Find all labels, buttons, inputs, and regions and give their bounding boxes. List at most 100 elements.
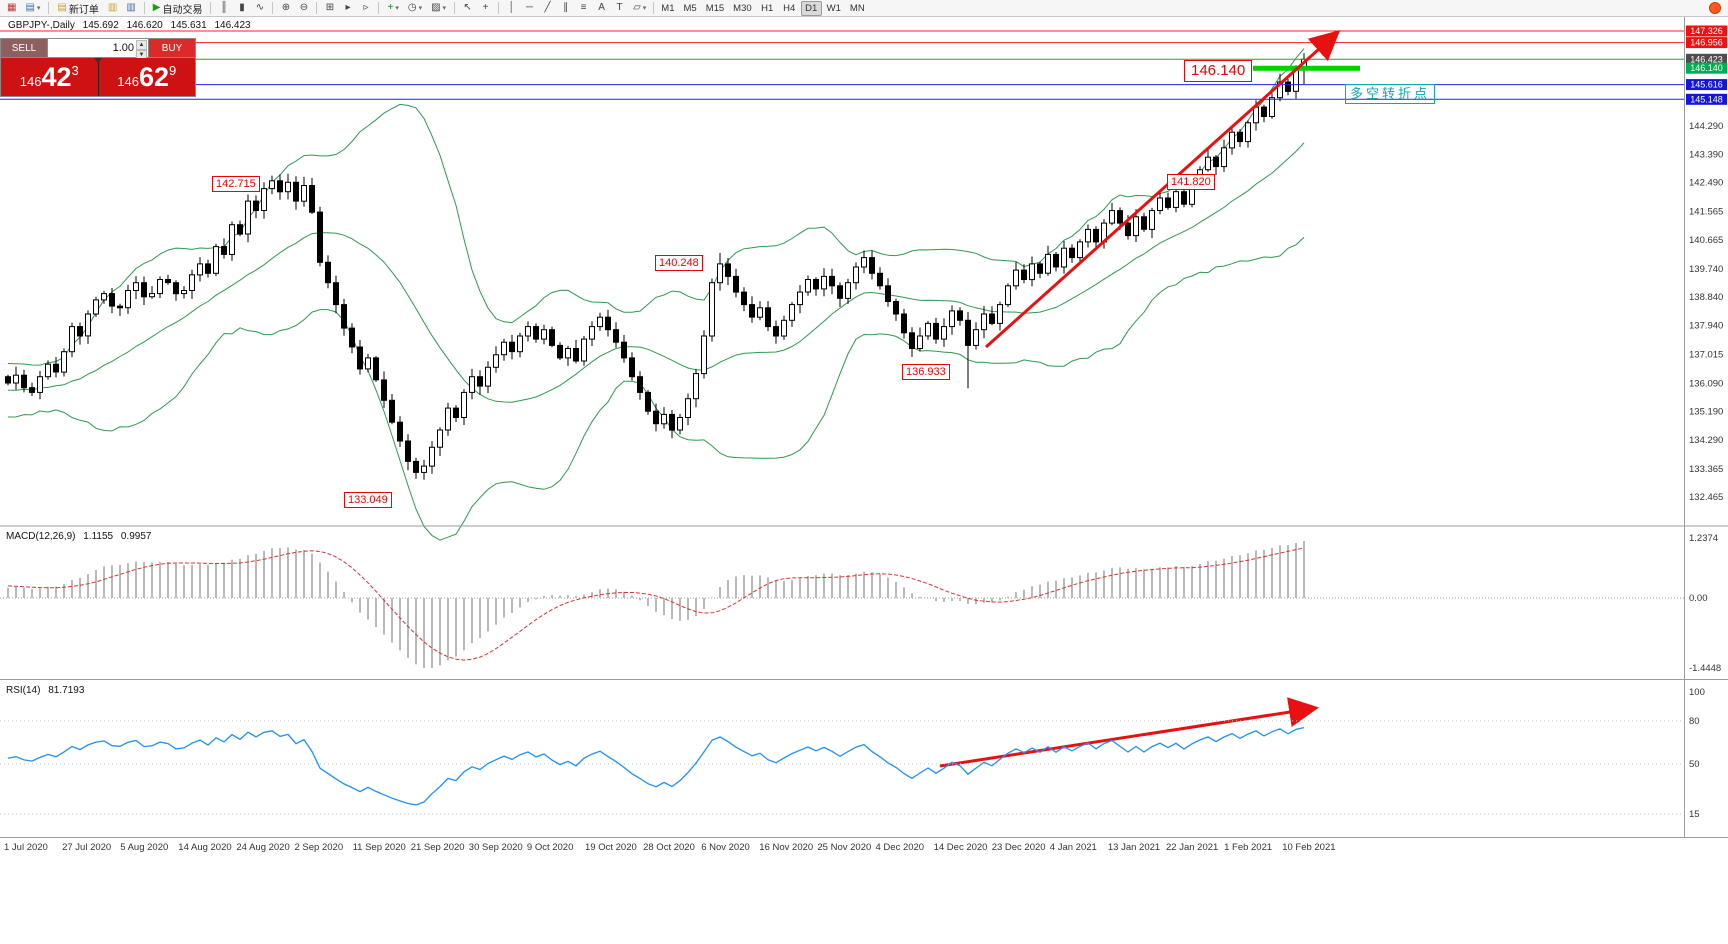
fibonacci-icon[interactable]: ≡ [575, 1, 592, 16]
text-icon: A [598, 2, 605, 13]
price-note-140248: 140.248 [655, 255, 703, 271]
periods-icon[interactable]: ◷ ▾ [404, 1, 426, 16]
caret-down-icon: ▾ [395, 5, 399, 12]
label-icon: T [616, 2, 623, 13]
candlestick-series [5, 53, 1307, 480]
data-window-icon[interactable]: ▥ [122, 1, 139, 16]
fibonacci-icon: ≡ [580, 2, 587, 13]
trendline-icon[interactable]: ╱ [539, 1, 556, 16]
price-note-142715: 142.715 [212, 176, 260, 192]
panel-borders [0, 17, 1728, 838]
main-toolbar: ▦ ▤ ▾ ▤ 新订单 ▥ ▥ ▶ 自动交易 ║ ▮ ∿ ⊕ ⊖ ⊞ ▸ ▹ + ▾ ◷ ▾ ▨ ▾ ↖ + │ ─ ╱ ∥ ≡ A T ▱ ▾ … [0, 0, 1728, 17]
indicators-icon[interactable]: + ▾ [383, 1, 402, 16]
volume-up-button[interactable]: ▲ [136, 40, 147, 50]
horizontal-line-objects [0, 30, 1684, 100]
volume-input[interactable]: 1.00 ▲ ▼ [47, 39, 149, 60]
macd-panel [0, 541, 1684, 668]
macd-value: 1.1155 [83, 531, 114, 542]
sell-button[interactable]: SELL [1, 39, 47, 57]
timeframe-w1-button[interactable]: W1 [826, 2, 841, 14]
candlestick-icon[interactable]: ▮ [233, 1, 250, 16]
sell-price-tile[interactable]: 146 42 3 [1, 58, 98, 96]
timeframe-m5-button[interactable]: M5 [683, 2, 697, 14]
zoom-in-icon[interactable]: ⊕ [277, 1, 294, 16]
profiles-icon[interactable]: ▤ ▾ [21, 1, 44, 16]
crosshair-icon: + [482, 2, 489, 13]
svg-text:145.148: 145.148 [1690, 94, 1723, 104]
svg-text:100: 100 [1689, 687, 1705, 698]
timeframe-m15-button[interactable]: M15 [705, 2, 725, 14]
tile-windows-icon: ⊞ [325, 2, 335, 13]
svg-text:145.616: 145.616 [1690, 80, 1723, 90]
timeframe-mn-button[interactable]: MN [849, 2, 865, 14]
svg-text:50: 50 [1689, 759, 1700, 770]
zoom-out-icon[interactable]: ⊖ [295, 1, 312, 16]
timeframe-d1-button[interactable]: D1 [800, 0, 822, 16]
new-order-button[interactable]: ▤ 新订单 [53, 1, 102, 16]
tile-windows-icon[interactable]: ⊞ [321, 1, 338, 16]
svg-text:6 Nov 2020: 6 Nov 2020 [701, 842, 750, 853]
label-icon[interactable]: T [611, 1, 628, 16]
timeframe-m1-button[interactable]: M1 [661, 2, 675, 14]
crosshair-icon[interactable]: + [477, 1, 494, 16]
autotrade-button[interactable]: ▶ 自动交易 [149, 1, 207, 16]
timeframe-m30-button[interactable]: M30 [733, 2, 752, 14]
auto-scroll-icon[interactable]: ▸ [339, 1, 356, 16]
price-note-136933: 136.933 [902, 364, 950, 380]
text-icon[interactable]: A [593, 1, 610, 16]
svg-text:134.290: 134.290 [1689, 435, 1723, 446]
channel-icon: ∥ [563, 2, 569, 13]
market-watch-icon[interactable]: ▥ [104, 1, 121, 16]
symbol-period-label: GBPJPY-,Daily [8, 20, 75, 31]
svg-text:139.740: 139.740 [1689, 264, 1723, 275]
horizontal-line-icon[interactable]: ─ [521, 1, 538, 16]
templates-icon[interactable]: ▨ ▾ [427, 1, 450, 16]
shapes-icon[interactable]: ▱ ▾ [629, 1, 650, 16]
timeframe-h4-button[interactable]: H4 [783, 2, 796, 14]
new-chart-icon[interactable]: ▦ [3, 1, 20, 16]
caret-down-icon: ▾ [442, 5, 447, 12]
new-order-button-label: 新订单 [68, 4, 99, 16]
volume-value[interactable]: 1.00 [112, 42, 134, 54]
line-chart-icon[interactable]: ∿ [251, 1, 268, 16]
channel-icon[interactable]: ∥ [557, 1, 574, 16]
svg-text:146.140: 146.140 [1690, 63, 1723, 73]
spread-notch-icon [94, 58, 102, 63]
toolbar-separator [653, 2, 655, 14]
shapes-icon: ▱ [633, 2, 641, 13]
buy-button[interactable]: BUY [149, 39, 195, 57]
svg-text:143.390: 143.390 [1689, 149, 1723, 160]
cursor-icon[interactable]: ↖ [459, 1, 476, 16]
buy-price-tile[interactable]: 146 62 9 [98, 58, 195, 96]
one-click-trading-panel: SELL 1.00 ▲ ▼ BUY 146 42 3 146 62 9 [0, 38, 196, 97]
svg-text:80: 80 [1689, 716, 1700, 727]
timeframe-h1-button[interactable]: H1 [761, 2, 774, 14]
svg-text:24 Aug 2020: 24 Aug 2020 [236, 842, 289, 853]
indicators-icon: + [387, 2, 394, 13]
zoom-out-icon: ⊖ [299, 2, 309, 13]
bar-chart-icon: ║ [220, 2, 228, 13]
cursor-icon: ↖ [463, 2, 472, 13]
toolbar-icon-group: ▦ ▤ ▾ ▤ 新订单 ▥ ▥ ▶ 自动交易 ║ ▮ ∿ ⊕ ⊖ ⊞ ▸ ▹ + ▾ ◷ ▾ ▨ ▾ ↖ + │ ─ ╱ ∥ ≡ A T ▱ ▾ [3, 0, 650, 16]
svg-text:133.365: 133.365 [1689, 464, 1723, 475]
rsi-panel [0, 720, 1684, 815]
macd-indicator-label: MACD(12,26,9) 1.1155 0.9957 [6, 531, 156, 542]
notification-badge-icon[interactable] [1709, 2, 1721, 14]
svg-text:28 Oct 2020: 28 Oct 2020 [643, 842, 695, 853]
rsi-indicator-label: RSI(14) 81.7193 [6, 685, 89, 696]
chart-shift-icon[interactable]: ▹ [357, 1, 374, 16]
bar-chart-icon[interactable]: ║ [215, 1, 232, 16]
candlestick-icon: ▮ [239, 2, 245, 13]
toolbar-separator [316, 2, 318, 14]
svg-text:1 Feb 2021: 1 Feb 2021 [1224, 842, 1272, 853]
vertical-line-icon[interactable]: │ [503, 1, 520, 16]
market-watch-icon: ▥ [107, 2, 118, 13]
profiles-icon: ▤ [25, 2, 35, 13]
svg-text:-1.4448: -1.4448 [1689, 663, 1721, 674]
sell-price-pips: 42 [41, 61, 72, 92]
new-chart-icon: ▦ [7, 2, 17, 13]
svg-text:141.565: 141.565 [1689, 207, 1723, 218]
autotrade-button: ▶ [152, 2, 161, 13]
sell-price-fraction: 3 [71, 62, 79, 78]
